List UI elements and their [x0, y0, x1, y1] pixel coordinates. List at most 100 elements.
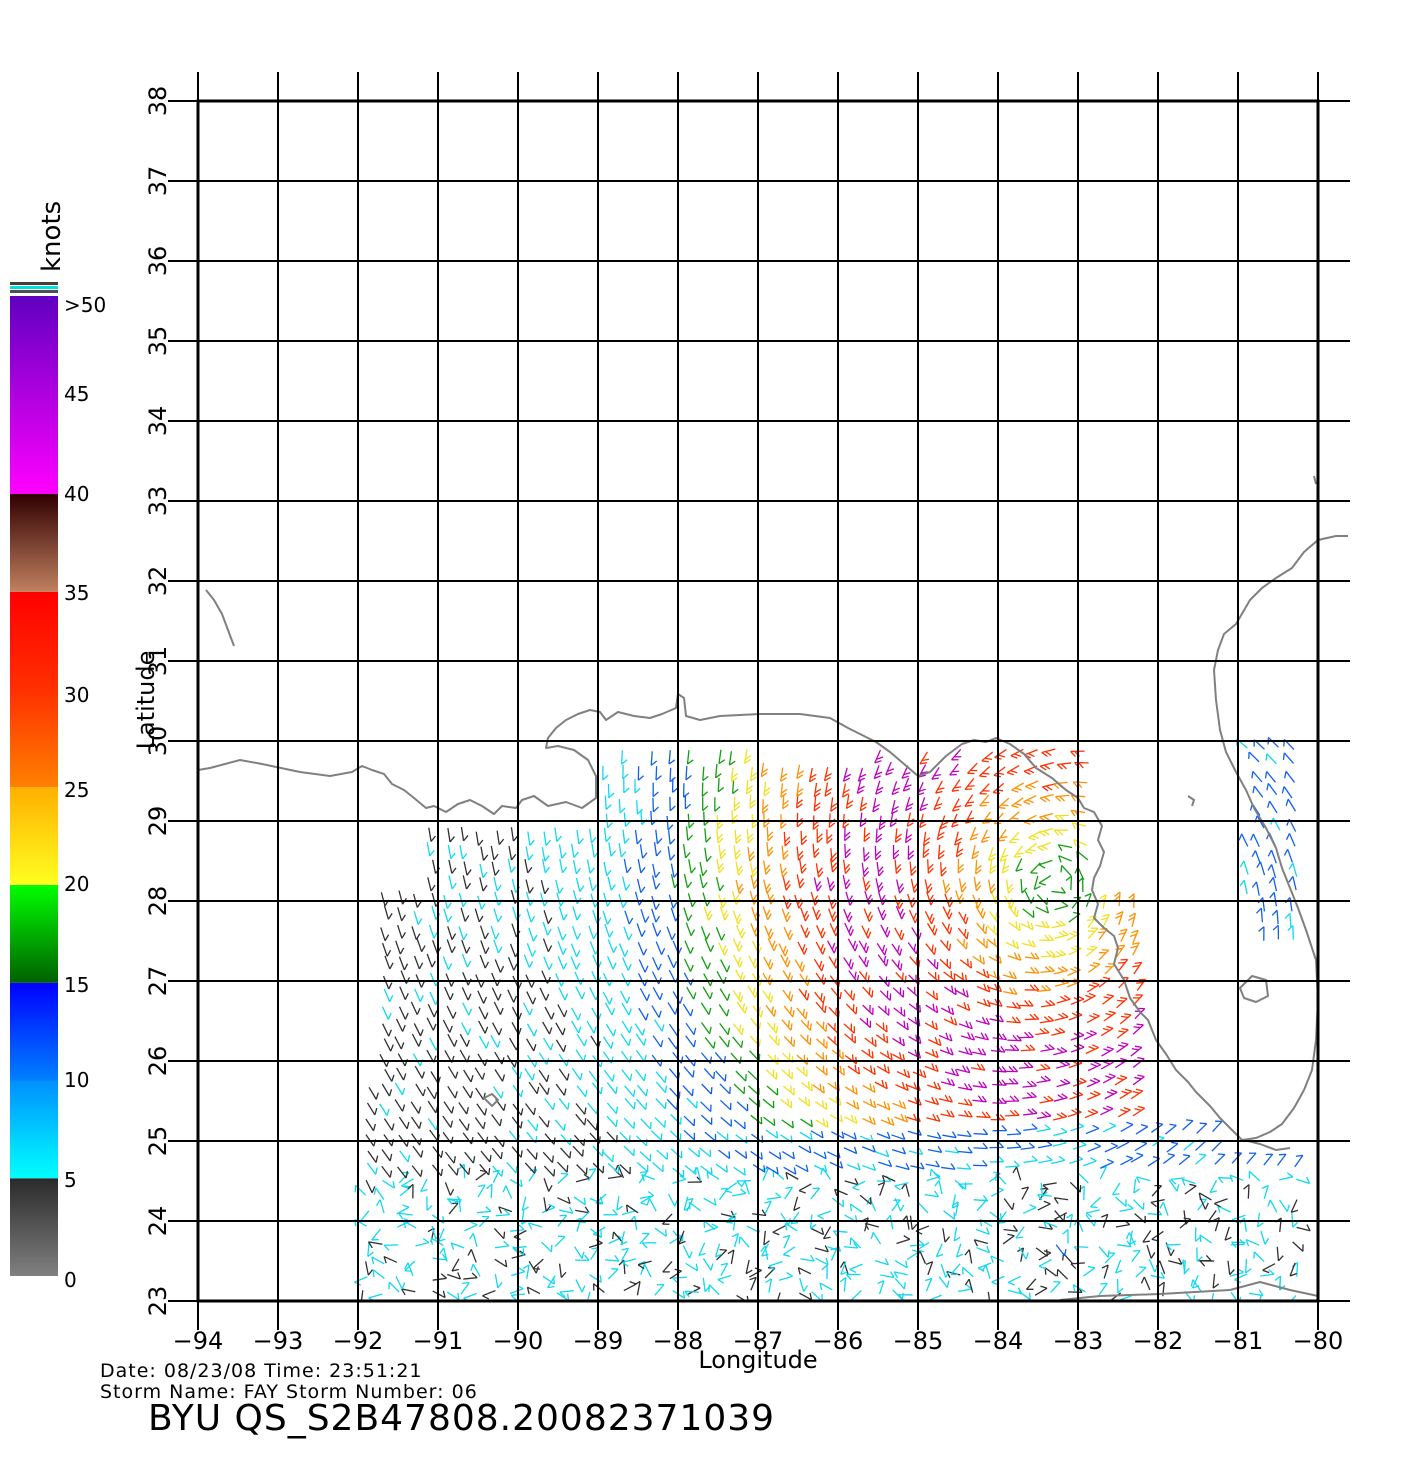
wind-barb [437, 1228, 446, 1242]
wind-barb [1288, 876, 1297, 891]
wind-barb [524, 1162, 537, 1174]
wind-barb [558, 844, 567, 859]
wind-barb [1267, 736, 1279, 748]
wind-barb [938, 1276, 950, 1289]
wind-barb [1284, 770, 1296, 783]
wind-barb [612, 1231, 624, 1244]
wind-barb [783, 1166, 797, 1175]
wind-barb [800, 1254, 815, 1262]
wind-barb [619, 990, 631, 1004]
wind-barb [699, 1147, 712, 1158]
wind-barb [859, 1194, 872, 1205]
wind-barb [745, 1259, 753, 1275]
wind-barb [765, 1278, 773, 1293]
wind-barb [1119, 1203, 1134, 1213]
wind-barb [929, 1168, 941, 1181]
wind-barb [720, 1116, 733, 1127]
wind-barb [634, 779, 641, 794]
wind-barb [507, 957, 518, 971]
wind-barb [1004, 1095, 1020, 1102]
wind-barb [1195, 1153, 1207, 1165]
wind-barb [491, 1114, 503, 1127]
wind-barb [810, 1187, 821, 1200]
wind-barb [762, 990, 774, 1003]
wind-barb [607, 783, 615, 799]
wind-barb [736, 1180, 751, 1187]
wind-barb [878, 815, 886, 831]
wind-barb [667, 1002, 678, 1015]
wind-barb [685, 1022, 697, 1036]
wind-barb [1166, 1141, 1179, 1153]
wind-barb [1294, 1154, 1304, 1168]
wind-barb [1078, 1185, 1085, 1201]
colorbar-segment [10, 1178, 58, 1276]
wind-barb [877, 1181, 886, 1196]
wind-barb [1131, 1249, 1141, 1263]
wind-barb [1268, 877, 1278, 892]
wind-barb [447, 844, 456, 860]
wind-barb [572, 859, 582, 875]
wind-barb [797, 1096, 811, 1107]
wind-barb [1100, 1025, 1114, 1037]
wind-barb [934, 1180, 943, 1195]
wind-barb [506, 1161, 518, 1174]
wind-barb [432, 940, 442, 954]
wind-barb [651, 971, 662, 985]
wind-barb [397, 1166, 409, 1179]
wind-barb [927, 1146, 943, 1154]
wind-barb [1243, 1184, 1250, 1199]
wind-barb [1256, 861, 1266, 876]
wind-speed-colorbar: 0 5 10 15 20 25 30 35 40 45 >50 knots [10, 201, 106, 1292]
wind-barb [602, 973, 613, 987]
wind-barb [1258, 1295, 1262, 1301]
wind-barb [558, 1068, 570, 1081]
wind-barb [784, 1222, 798, 1232]
wind-barb [839, 1277, 847, 1292]
wind-barb [557, 1196, 571, 1205]
wind-barb [458, 1118, 470, 1131]
wind-barb [589, 828, 597, 844]
wind-barb [796, 846, 804, 861]
wind-barb [715, 1163, 728, 1173]
wind-barb [834, 1188, 848, 1197]
wind-barb [381, 942, 392, 957]
wind-barb [1023, 814, 1037, 825]
wind-barb [606, 1102, 619, 1115]
wind-barb [1035, 920, 1050, 929]
wind-barb [859, 1017, 872, 1029]
wind-barb [1289, 1262, 1297, 1277]
wind-barb [1285, 833, 1296, 847]
wind-barb [815, 1001, 827, 1014]
wind-barb [509, 1178, 523, 1188]
wind-barb [1062, 1229, 1069, 1244]
wind-barb [1198, 1192, 1212, 1201]
wind-barb [843, 989, 856, 1001]
wind-barb [1001, 859, 1010, 874]
wind-barb [639, 988, 651, 1002]
wind-barb [1168, 1257, 1183, 1265]
wind-barb [458, 892, 468, 907]
wind-barb [1033, 875, 1041, 890]
wind-barb [1003, 1225, 1018, 1232]
wind-barb [810, 1227, 825, 1236]
wind-barb [682, 1085, 694, 1097]
wind-barb [781, 1019, 793, 1031]
wind-barb [781, 1119, 794, 1129]
wind-barb [1086, 982, 1100, 993]
wind-barb [761, 1243, 769, 1257]
wind-barb [862, 1115, 876, 1126]
wind-barb [979, 794, 990, 807]
wind-barb [1028, 830, 1042, 841]
wind-barb [847, 938, 859, 952]
wind-barb [862, 876, 871, 892]
wind-barb [829, 1161, 844, 1169]
wind-barb [992, 1032, 1008, 1041]
wind-barb [826, 877, 836, 892]
wind-barb [1023, 1108, 1038, 1116]
wind-barb [1276, 1246, 1284, 1262]
wind-barb [1051, 1155, 1066, 1165]
wind-barb [1101, 1264, 1109, 1279]
wind-barb [941, 921, 953, 935]
wind-barb [1279, 1199, 1290, 1212]
wind-barb [636, 1162, 649, 1173]
